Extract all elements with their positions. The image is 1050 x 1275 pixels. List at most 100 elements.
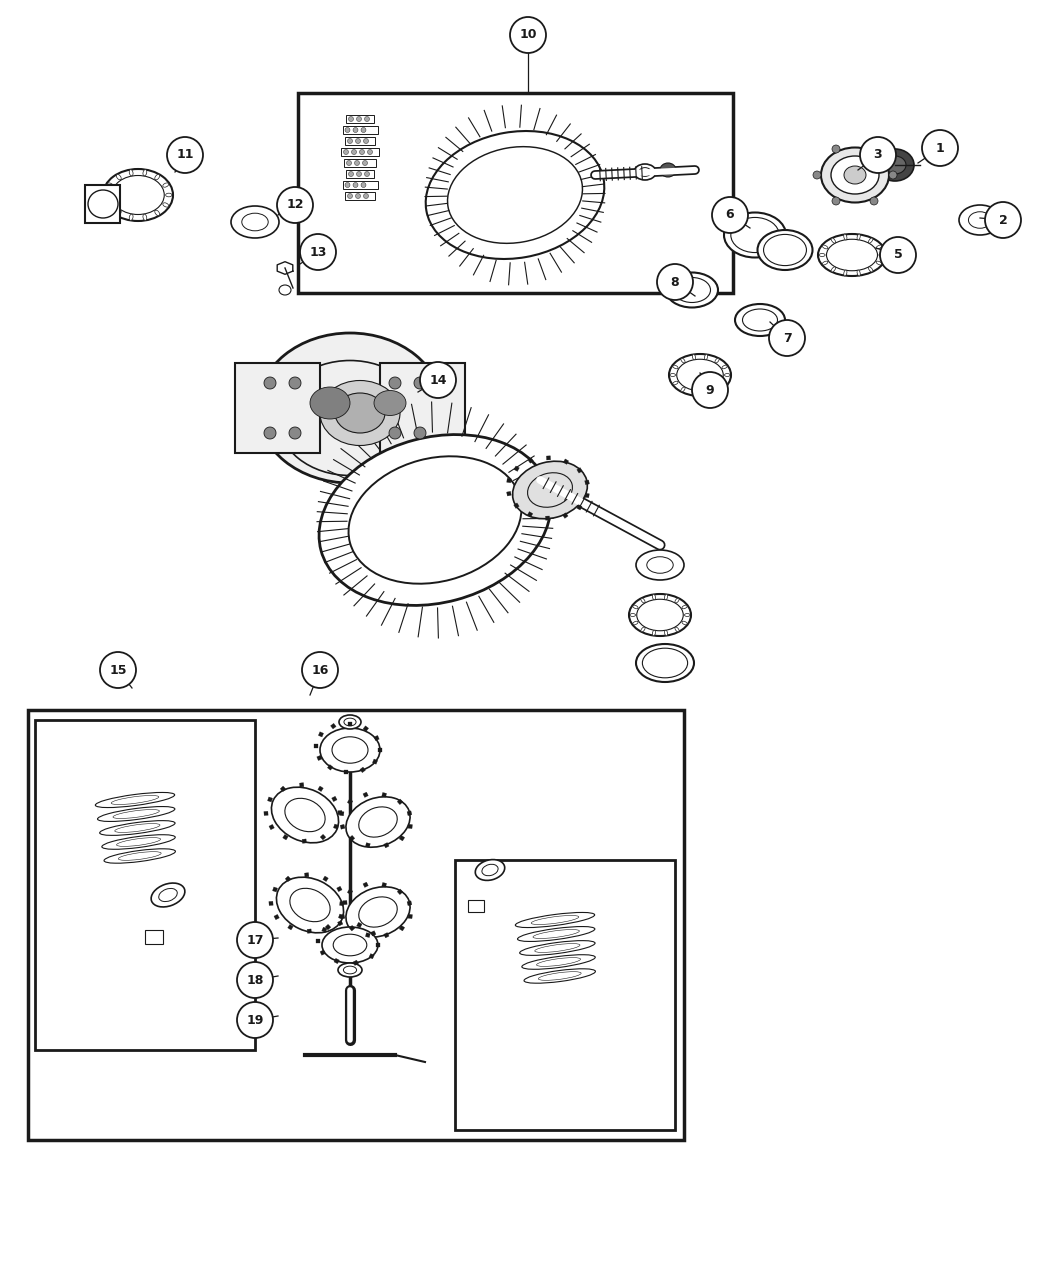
Ellipse shape — [868, 266, 873, 272]
Ellipse shape — [629, 594, 691, 636]
Bar — [350, 926, 355, 931]
Circle shape — [692, 372, 728, 408]
Ellipse shape — [163, 203, 169, 207]
Ellipse shape — [636, 599, 684, 631]
Bar — [345, 193, 375, 200]
Ellipse shape — [129, 214, 133, 221]
Circle shape — [167, 136, 203, 173]
Ellipse shape — [104, 849, 175, 863]
Bar — [299, 783, 303, 787]
Ellipse shape — [665, 630, 668, 636]
Bar — [328, 765, 333, 770]
Ellipse shape — [660, 163, 676, 177]
Bar — [268, 797, 273, 802]
Ellipse shape — [359, 807, 397, 838]
Ellipse shape — [345, 887, 411, 937]
Circle shape — [302, 652, 338, 688]
Bar — [373, 759, 378, 764]
Ellipse shape — [826, 240, 878, 270]
Bar — [513, 465, 520, 472]
Ellipse shape — [522, 955, 595, 969]
Ellipse shape — [665, 594, 668, 599]
Bar — [378, 748, 382, 752]
Bar — [545, 516, 549, 520]
Bar — [383, 843, 390, 848]
Text: 9: 9 — [706, 384, 714, 397]
Circle shape — [388, 377, 401, 389]
Bar — [337, 886, 342, 891]
Bar — [408, 914, 413, 919]
Ellipse shape — [705, 390, 708, 395]
Bar — [546, 456, 550, 460]
Ellipse shape — [763, 235, 806, 265]
Bar — [585, 493, 589, 497]
Ellipse shape — [959, 205, 1001, 235]
Ellipse shape — [692, 354, 695, 360]
Bar — [274, 914, 279, 919]
Bar — [317, 755, 322, 761]
Bar — [339, 811, 344, 816]
Circle shape — [353, 182, 358, 187]
Ellipse shape — [154, 175, 160, 180]
Ellipse shape — [320, 728, 380, 771]
Circle shape — [352, 149, 357, 154]
Ellipse shape — [159, 889, 177, 901]
Ellipse shape — [154, 210, 160, 215]
Bar — [344, 770, 348, 774]
Circle shape — [237, 963, 273, 998]
Ellipse shape — [670, 374, 675, 376]
Bar — [320, 834, 326, 840]
Ellipse shape — [339, 715, 361, 729]
Circle shape — [289, 427, 301, 439]
Ellipse shape — [652, 630, 655, 636]
Ellipse shape — [111, 176, 164, 214]
Bar — [353, 960, 358, 965]
Ellipse shape — [722, 381, 728, 385]
Ellipse shape — [107, 203, 113, 207]
Ellipse shape — [290, 889, 330, 922]
Circle shape — [363, 194, 369, 199]
Bar — [286, 876, 291, 882]
Ellipse shape — [673, 381, 678, 385]
Text: 12: 12 — [287, 199, 303, 212]
Text: 8: 8 — [671, 275, 679, 288]
Ellipse shape — [680, 358, 685, 363]
Ellipse shape — [111, 796, 159, 805]
Ellipse shape — [276, 877, 343, 933]
Circle shape — [657, 264, 693, 300]
Ellipse shape — [107, 182, 113, 187]
Ellipse shape — [832, 238, 836, 244]
Bar — [339, 901, 344, 905]
Bar — [357, 922, 362, 928]
Bar — [528, 458, 533, 463]
Ellipse shape — [868, 238, 873, 244]
Text: 17: 17 — [247, 933, 264, 946]
Ellipse shape — [682, 606, 687, 608]
Ellipse shape — [98, 807, 175, 821]
Bar — [563, 459, 569, 464]
Ellipse shape — [879, 254, 885, 256]
Bar — [331, 723, 336, 729]
Ellipse shape — [636, 550, 684, 580]
Bar — [363, 725, 369, 732]
Ellipse shape — [876, 261, 882, 265]
Circle shape — [345, 182, 350, 187]
Bar — [298, 93, 733, 293]
Circle shape — [237, 922, 273, 958]
Bar — [363, 882, 369, 887]
Circle shape — [985, 201, 1021, 238]
Bar — [85, 185, 120, 223]
Bar — [374, 736, 379, 741]
Circle shape — [357, 116, 361, 121]
Ellipse shape — [633, 606, 638, 608]
Ellipse shape — [673, 365, 678, 368]
Bar — [383, 932, 390, 938]
Ellipse shape — [643, 648, 688, 678]
Circle shape — [414, 377, 426, 389]
Ellipse shape — [114, 824, 160, 833]
Circle shape — [361, 128, 366, 133]
Bar — [344, 159, 376, 167]
Ellipse shape — [531, 915, 579, 924]
Ellipse shape — [822, 245, 827, 249]
Text: 19: 19 — [247, 1014, 264, 1026]
